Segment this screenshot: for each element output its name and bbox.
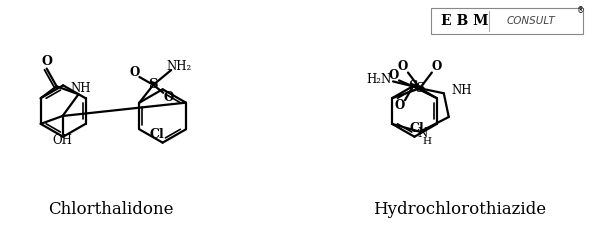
Text: NH: NH: [70, 82, 91, 95]
Text: H: H: [422, 137, 431, 146]
Text: O: O: [389, 69, 399, 82]
Text: Chlorthalidone: Chlorthalidone: [48, 201, 174, 218]
Text: S: S: [148, 78, 158, 91]
Text: O: O: [129, 65, 139, 79]
Text: N: N: [417, 127, 428, 140]
Text: O: O: [163, 91, 173, 104]
Text: ®: ®: [577, 6, 585, 15]
Text: H₂N: H₂N: [366, 73, 392, 86]
Text: Cl: Cl: [410, 122, 425, 135]
Text: OH: OH: [53, 134, 72, 147]
Text: O: O: [432, 60, 442, 73]
Text: S: S: [408, 80, 417, 93]
Text: NH: NH: [452, 84, 472, 97]
Text: NH₂: NH₂: [167, 60, 192, 73]
Text: Cl: Cl: [150, 128, 165, 141]
Text: E B M: E B M: [441, 14, 489, 28]
Text: CONSULT: CONSULT: [506, 16, 555, 26]
FancyBboxPatch shape: [431, 8, 583, 34]
Text: S: S: [415, 82, 425, 95]
Text: O: O: [42, 55, 52, 68]
Text: Hydrochlorothiazide: Hydrochlorothiazide: [372, 201, 546, 218]
Text: O: O: [395, 99, 405, 112]
Text: O: O: [398, 60, 408, 73]
